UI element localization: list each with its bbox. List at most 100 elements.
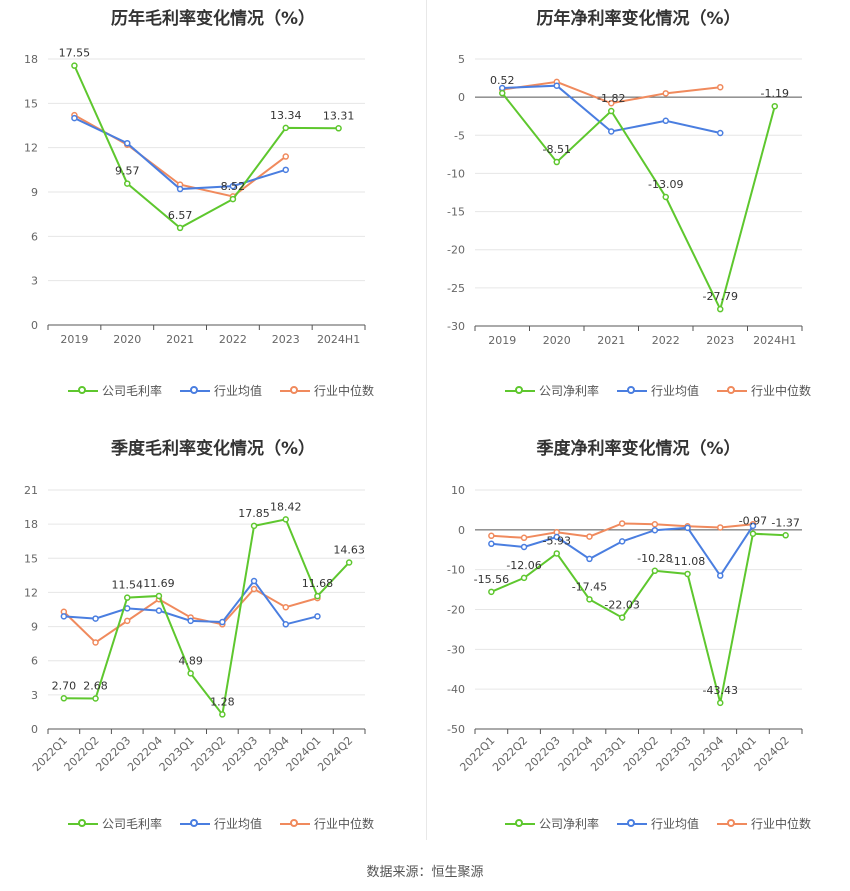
data-point [717, 305, 724, 313]
data-point [488, 540, 495, 548]
data-point [608, 107, 615, 115]
series-line [73, 65, 339, 230]
data-point [187, 617, 194, 625]
data-point [282, 166, 289, 174]
legend-avg[interactable]: 行业均值 [617, 815, 699, 832]
legend-avg[interactable]: 行业均值 [617, 382, 699, 399]
chart-title: 季度毛利率变化情况（%） [110, 439, 316, 459]
data-point [314, 592, 321, 600]
y-tick-label: -20 [447, 604, 465, 617]
data-point [92, 695, 99, 702]
data-point [662, 193, 669, 201]
data-point [124, 180, 131, 187]
legend-median[interactable]: 行业中位数 [717, 382, 811, 399]
legend-avg[interactable]: 行业均值 [180, 382, 262, 399]
y-tick-label: -10 [447, 564, 465, 577]
data-point [229, 195, 237, 203]
data-point [651, 526, 659, 534]
legend-median[interactable]: 行业中位数 [717, 815, 811, 832]
quarter-net-chart: -50 -40 -30 -20 -10 0 10 2022Q12022Q22022Q32022… [447, 484, 803, 774]
x-tick-label: 2022Q3 [523, 734, 563, 774]
data-point [717, 129, 724, 137]
legend-label: 公司毛利率 [102, 817, 163, 831]
y-tick-label: 5 [458, 53, 465, 66]
x-tick-label: 2023 [272, 333, 300, 346]
quarter-gross-panel: 季度毛利率变化情况（%） 0 3 6 9 12 15 18 21 2022Q1 2022Q2 202… [0, 430, 426, 850]
legend-label: 行业中位数 [314, 384, 375, 398]
data-point [684, 570, 691, 578]
y-tick-label: 3 [31, 275, 38, 288]
y-tick-label: 15 [24, 552, 38, 565]
x-tick-label: 2022Q4 [556, 734, 596, 774]
legend-company[interactable]: 公司净利率 [505, 382, 599, 399]
y-tick-label: 0 [31, 723, 38, 736]
x-tick-label: 2022 [219, 333, 247, 346]
data-point [586, 533, 593, 540]
data-point [553, 533, 560, 541]
y-tick-label: 21 [24, 484, 38, 497]
y-tick-label: 9 [31, 186, 38, 199]
quarter-gross-chart: 0369121518212022Q12022Q22022Q32022Q42023… [24, 484, 366, 774]
legend-company[interactable]: 公司净利率 [505, 815, 599, 832]
y-tick-label: 12 [24, 142, 38, 155]
data-point [749, 530, 757, 537]
legend-label: 公司净利率 [539, 817, 600, 831]
legend-company[interactable]: 公司毛利率 [68, 382, 162, 399]
data-point [124, 594, 131, 601]
data-point [488, 532, 495, 540]
data-point [92, 639, 99, 646]
data-label: -22.03 [604, 599, 639, 612]
data-label: -12.06 [506, 559, 541, 572]
y-tick-label: -40 [447, 683, 465, 696]
legend-avg[interactable]: 行业均值 [180, 815, 262, 832]
data-point [651, 521, 659, 528]
legend-median[interactable]: 行业中位数 [280, 815, 374, 832]
panel-divider [426, 0, 427, 840]
chart-legend: 公司毛利率 行业均值 行业中位数 [68, 382, 374, 399]
data-point [155, 592, 163, 600]
legend-median[interactable]: 行业中位数 [280, 382, 374, 399]
x-tick-label: 2022 [652, 334, 680, 347]
data-point [586, 555, 593, 563]
x-tick-label: 2023Q3 [654, 734, 694, 774]
y-tick-label: -10 [447, 167, 465, 180]
data-label: 4.89 [178, 654, 203, 667]
data-point [314, 613, 321, 620]
data-point [651, 567, 659, 575]
legend-label: 公司净利率 [539, 384, 600, 398]
data-label: -1.37 [771, 516, 799, 529]
x-tick-label: 2020 [113, 333, 141, 346]
data-point [71, 114, 78, 122]
data-point [553, 550, 560, 557]
y-tick-label: 0 [458, 524, 465, 537]
legend-label: 行业均值 [651, 384, 700, 398]
legend-label: 行业中位数 [314, 817, 375, 831]
data-point [771, 102, 778, 110]
data-point [124, 617, 131, 625]
data-point [219, 618, 226, 626]
series-line [501, 92, 776, 312]
data-label: 14.63 [333, 543, 365, 556]
data-point [219, 711, 226, 718]
legend-label: 行业均值 [214, 384, 263, 398]
data-point [92, 615, 99, 622]
y-tick-label: 9 [31, 621, 38, 634]
data-label: -5.93 [543, 534, 571, 547]
data-label: 11.69 [143, 577, 175, 590]
data-point [662, 90, 669, 97]
y-tick-label: 6 [31, 655, 38, 668]
y-tick-label: -30 [447, 320, 465, 333]
data-point [520, 543, 528, 551]
y-tick-label: 6 [31, 230, 38, 243]
legend-label: 行业均值 [214, 817, 263, 831]
data-label: 13.31 [323, 109, 355, 122]
x-tick-label: 2023Q4 [686, 734, 726, 774]
x-tick-label: 2019 [60, 333, 88, 346]
y-tick-label: -25 [447, 282, 465, 295]
legend-company[interactable]: 公司毛利率 [68, 815, 162, 832]
annual-net-panel: 历年净利率变化情况（%） -30 -25 -20 -15 -10 -5 0 5 2019 2020… [427, 0, 850, 420]
data-point [618, 520, 626, 527]
data-point [553, 82, 560, 89]
quarter-net-panel: 季度净利率变化情况（%） -50 -40 -30 -20 -10 0 10 2022Q1 202… [427, 430, 850, 850]
data-point [282, 603, 289, 611]
